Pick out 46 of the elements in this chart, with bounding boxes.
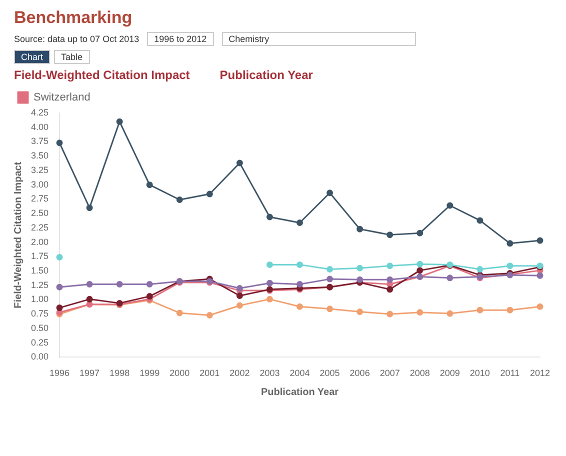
legend-label: Switzerland xyxy=(34,92,90,104)
text: Field-Weighted Citation Impact xyxy=(14,68,190,82)
y-tick-label: 2.50 xyxy=(30,208,49,218)
x-tick-label: 2010 xyxy=(470,368,490,378)
x-tick-label: 1999 xyxy=(140,368,160,378)
x-tick-label: 2005 xyxy=(320,368,340,378)
x-tick-label: 2008 xyxy=(410,368,430,378)
x-tick-label: 2011 xyxy=(500,368,520,378)
y-tick-label: 2.00 xyxy=(30,236,49,247)
y-tick-label: 3.00 xyxy=(30,179,49,190)
y-tick-label: 3.25 xyxy=(30,164,49,175)
y-tick-label: 0.25 xyxy=(30,337,49,348)
y-tick-label: 2.75 xyxy=(30,194,49,204)
y-tick-label: 0.50 xyxy=(30,322,49,333)
text: 1996 to 2012 xyxy=(147,32,214,46)
y-tick-label: 3.75 xyxy=(30,136,49,146)
x-tick-label: 1996 xyxy=(50,368,70,378)
text: Chemistry xyxy=(222,32,416,46)
y-tick-label: 1.75 xyxy=(30,251,49,262)
text: Publication Year xyxy=(220,68,313,82)
x-tick-label: 1998 xyxy=(110,368,130,378)
x-tick-label: 2006 xyxy=(350,368,370,378)
y-axis-title: Field-Weighted Citation Impact xyxy=(12,161,24,308)
x-tick-label: 2001 xyxy=(200,368,220,378)
x-tick-label: 1997 xyxy=(80,368,100,378)
x-tick-label: 2000 xyxy=(170,368,190,378)
text: Chart xyxy=(14,50,50,64)
y-tick-label: 0.00 xyxy=(30,352,49,362)
x-tick-label: 2003 xyxy=(260,368,280,378)
y-tick-label: 3.50 xyxy=(30,150,49,161)
y-tick-label: 4.00 xyxy=(30,122,49,132)
y-tick-label: 2.25 xyxy=(30,222,49,232)
x-axis-title: Publication Year xyxy=(260,386,339,398)
y-tick-label: 1.50 xyxy=(30,265,49,276)
y-tick-label: 1.00 xyxy=(30,294,49,304)
x-tick-label: 2012 xyxy=(530,368,550,378)
x-tick-label: 2002 xyxy=(230,368,250,378)
x-tick-label: 2009 xyxy=(440,368,460,378)
x-tick-label: 2007 xyxy=(380,368,400,378)
chart-title: Benchmarking xyxy=(14,8,134,28)
y-tick-label: 1.25 xyxy=(30,280,49,290)
source-note: Source: data up to 07 Oct 2013 xyxy=(14,34,140,44)
x-tick-label: 2004 xyxy=(290,368,310,378)
y-tick-label: 0.75 xyxy=(30,308,49,319)
y-tick-label: 4.25 xyxy=(30,107,49,118)
text: Table xyxy=(54,50,90,64)
